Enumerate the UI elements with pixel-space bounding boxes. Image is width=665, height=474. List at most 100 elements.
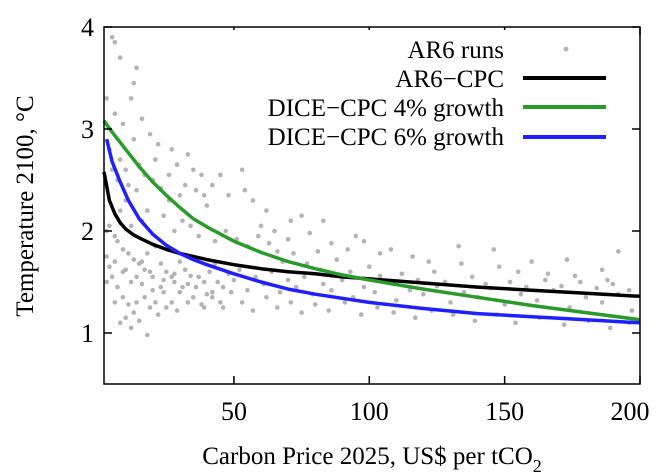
scatter-point: [348, 269, 353, 275]
scatter-point: [172, 228, 177, 234]
scatter-point: [394, 298, 399, 303]
y-axis-label: Temperature 2100, °C: [12, 95, 39, 316]
scatter-point: [239, 167, 245, 173]
scatter-point: [616, 249, 621, 254]
scatter-point: [239, 300, 245, 305]
scatter-point: [218, 300, 223, 305]
scatter-point: [126, 182, 131, 188]
scatter-point: [191, 295, 196, 300]
scatter-point: [158, 284, 164, 290]
scatter-point: [377, 251, 383, 256]
scatter-point: [605, 277, 610, 283]
scatter-point: [196, 274, 201, 280]
scatter-point: [145, 332, 150, 338]
scatter-point: [255, 233, 261, 239]
scatter-point: [210, 182, 215, 188]
scatter-point: [204, 291, 210, 297]
scatter-point: [169, 300, 174, 305]
scatter-point: [448, 300, 453, 305]
scatter-point: [142, 295, 147, 300]
scatter-point: [109, 34, 115, 40]
scatter-point: [104, 279, 109, 285]
ar6-cpc-line: [102, 171, 641, 299]
scatter-point: [161, 213, 166, 218]
scatter-point: [142, 267, 147, 273]
scatter-point: [578, 279, 583, 285]
scatter-point: [139, 116, 145, 122]
scatter-point: [599, 300, 605, 305]
scatter-point: [177, 259, 183, 264]
x-axis-label-subscript: 2: [533, 456, 542, 474]
scatter-point: [253, 274, 258, 280]
scatter-point: [117, 208, 123, 213]
scatter-point: [515, 269, 521, 275]
scatter-point: [164, 305, 169, 310]
scatter-point: [496, 264, 502, 270]
scatter-point: [472, 318, 478, 324]
scatter-point: [193, 187, 199, 193]
scatter-point: [172, 279, 177, 285]
scatter-point: [307, 230, 313, 236]
legend-label-dice-6: DICE−CPC 6% growth: [268, 124, 505, 151]
scatter-point: [534, 298, 540, 303]
scatter-point: [131, 80, 137, 86]
scatter-point: [564, 257, 570, 262]
scatter-point: [128, 325, 134, 331]
scatter-point: [293, 284, 299, 290]
scatter-point: [226, 193, 231, 198]
scatter-point: [594, 285, 599, 291]
scatter-point: [131, 310, 137, 315]
scatter-point: [626, 287, 632, 293]
scatter-point: [407, 287, 413, 293]
scatter-point: [543, 277, 548, 283]
scatter-point: [223, 228, 229, 234]
scatter-point: [456, 244, 461, 249]
scatter-point: [220, 284, 226, 290]
scatter-point: [112, 40, 118, 45]
scatter-point: [237, 267, 242, 273]
scatter-point: [117, 157, 123, 162]
scatter-point: [483, 281, 489, 287]
scatter-point: [432, 269, 437, 275]
scatter-point: [188, 273, 193, 279]
scatter-point: [459, 261, 464, 266]
scatter-point: [188, 223, 193, 229]
scatter-point: [120, 247, 126, 252]
scatter-point: [250, 308, 256, 313]
scatter-point: [131, 136, 137, 142]
scatter-point: [185, 300, 191, 305]
scatter-point: [126, 302, 131, 307]
x-tick-label: 200: [611, 397, 650, 426]
scatter-point: [377, 273, 383, 279]
x-tick-label: 100: [350, 397, 389, 426]
scatter-point: [231, 277, 237, 283]
scatter-point: [266, 240, 272, 246]
x-axis-label-main: Carbon Price 2025, US$ per tCO: [202, 443, 533, 470]
scatter-point: [507, 279, 513, 285]
scatter-point: [196, 233, 201, 239]
scatter-point: [112, 300, 118, 305]
scatter-point: [215, 279, 220, 285]
legend-marker-ar6-runs: [563, 46, 569, 52]
scatter-point: [312, 302, 318, 307]
scatter-point: [104, 254, 109, 259]
scatter-point: [299, 310, 304, 315]
scatter-point: [112, 111, 118, 116]
scatter-point: [207, 269, 212, 275]
scatter-point: [421, 291, 426, 297]
scatter-point: [285, 277, 291, 283]
scatter-point: [180, 218, 185, 224]
scatter-point: [155, 312, 161, 317]
scatter-point: [361, 238, 367, 244]
scatter-point: [315, 249, 321, 254]
scatter-point: [302, 274, 307, 280]
scatter-point: [245, 287, 250, 293]
scatter-point: [288, 300, 294, 305]
scatter-point: [134, 300, 139, 305]
scatter-point: [117, 320, 123, 326]
scatter-point: [201, 193, 207, 198]
scatter-point: [277, 289, 283, 295]
scatter-point: [134, 65, 139, 71]
scatter-point: [210, 295, 215, 300]
scatter-point: [410, 254, 415, 259]
